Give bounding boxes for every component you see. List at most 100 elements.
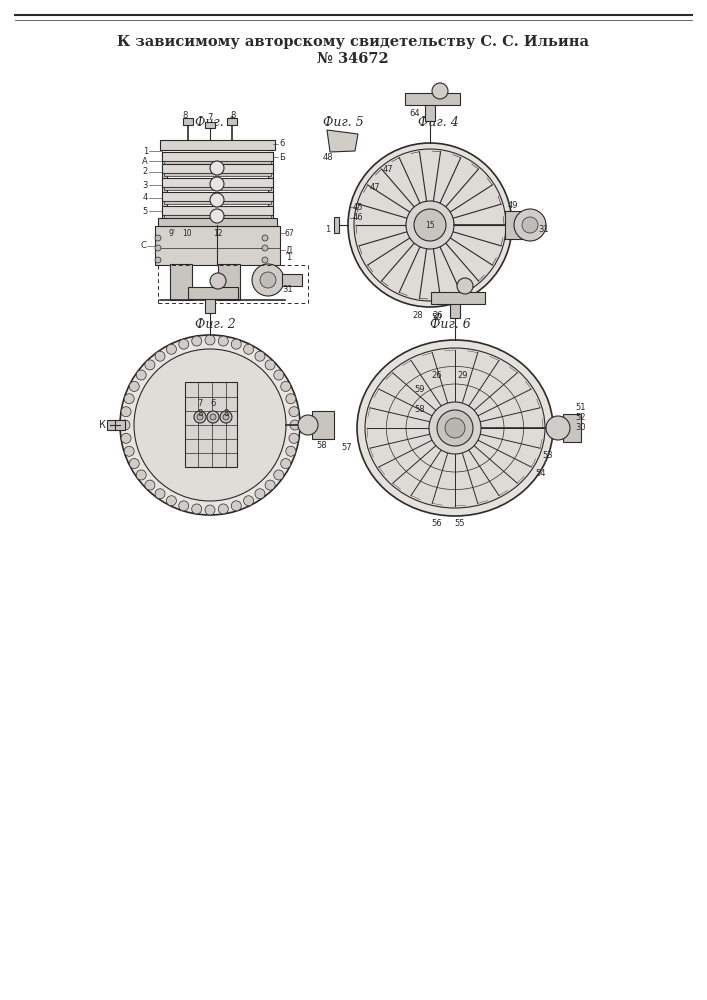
Circle shape (255, 351, 265, 361)
Circle shape (192, 336, 201, 346)
Circle shape (281, 381, 291, 391)
Text: 47: 47 (382, 165, 393, 174)
Circle shape (129, 381, 139, 391)
Circle shape (210, 161, 224, 175)
Text: 47: 47 (370, 182, 380, 192)
Circle shape (260, 272, 276, 288)
Circle shape (289, 407, 299, 417)
Bar (170, 264, 192, 300)
Ellipse shape (365, 348, 545, 508)
Text: 8: 8 (182, 110, 187, 119)
Text: 54: 54 (536, 468, 547, 478)
Circle shape (145, 360, 155, 370)
Circle shape (255, 489, 265, 499)
Circle shape (231, 339, 241, 349)
Text: 55: 55 (455, 520, 465, 528)
Circle shape (124, 446, 134, 456)
Circle shape (265, 360, 275, 370)
Circle shape (348, 143, 512, 307)
Ellipse shape (357, 340, 553, 516)
Circle shape (205, 505, 215, 515)
Text: 28: 28 (413, 310, 423, 320)
Circle shape (432, 83, 448, 99)
Text: 49: 49 (508, 200, 518, 210)
Circle shape (274, 470, 284, 480)
Text: 1: 1 (286, 253, 291, 262)
Circle shape (210, 177, 224, 191)
Circle shape (290, 420, 300, 430)
Text: 45: 45 (353, 202, 363, 212)
Text: С: С (140, 241, 146, 250)
Text: 52: 52 (575, 414, 585, 422)
Circle shape (155, 245, 161, 251)
Circle shape (210, 209, 224, 223)
Bar (334, 217, 339, 233)
Bar (227, 118, 237, 125)
Text: 8: 8 (197, 408, 203, 418)
Bar (185, 382, 237, 467)
Circle shape (166, 496, 177, 506)
Text: 67: 67 (285, 229, 295, 237)
Circle shape (197, 414, 203, 420)
Bar (425, 101, 435, 121)
Text: 8: 8 (230, 110, 235, 119)
Circle shape (218, 504, 228, 514)
Text: 7: 7 (207, 113, 213, 122)
Bar (160, 140, 275, 150)
Bar (505, 211, 523, 239)
Circle shape (252, 264, 284, 296)
Bar (162, 152, 273, 161)
Text: Фиг. 6: Фиг. 6 (430, 318, 470, 332)
Circle shape (155, 489, 165, 499)
Text: 46: 46 (353, 214, 363, 223)
Text: 58: 58 (415, 406, 426, 414)
Circle shape (514, 209, 546, 241)
Text: 1: 1 (325, 226, 331, 234)
Circle shape (136, 370, 146, 380)
Bar (431, 292, 485, 304)
Bar (162, 178, 273, 187)
Bar (450, 300, 460, 318)
Circle shape (522, 217, 538, 233)
Text: Фиг. 1: Фиг. 1 (194, 115, 235, 128)
Circle shape (457, 278, 473, 294)
Circle shape (121, 433, 131, 443)
Text: К: К (98, 420, 105, 430)
Text: 7: 7 (197, 398, 203, 408)
Bar (268, 152, 273, 220)
Circle shape (210, 273, 226, 289)
Circle shape (437, 410, 473, 446)
Text: № 34672: № 34672 (317, 52, 389, 66)
Circle shape (406, 201, 454, 249)
Circle shape (244, 496, 254, 506)
Text: Фиг. 2: Фиг. 2 (194, 318, 235, 332)
Bar (158, 218, 277, 226)
Text: Б: Б (279, 152, 285, 161)
Text: 53: 53 (543, 452, 554, 460)
Circle shape (286, 446, 296, 456)
Circle shape (124, 394, 134, 404)
Text: 5: 5 (143, 207, 148, 216)
Text: 6: 6 (210, 398, 216, 408)
Polygon shape (327, 130, 358, 152)
Bar (115, 420, 125, 430)
Circle shape (179, 501, 189, 511)
Circle shape (179, 339, 189, 349)
Text: 56: 56 (432, 520, 443, 528)
Circle shape (121, 407, 131, 417)
Bar (107, 420, 117, 430)
Circle shape (244, 344, 254, 354)
Bar (312, 411, 334, 439)
Bar (164, 173, 271, 176)
Bar (205, 122, 215, 128)
Circle shape (192, 504, 201, 514)
Bar (183, 118, 193, 125)
Circle shape (210, 414, 216, 420)
Circle shape (445, 418, 465, 438)
Text: 64: 64 (409, 108, 421, 117)
Bar (162, 164, 273, 173)
Text: А: А (142, 156, 148, 165)
Circle shape (155, 235, 161, 241)
Bar (218, 264, 240, 300)
Circle shape (354, 149, 506, 301)
